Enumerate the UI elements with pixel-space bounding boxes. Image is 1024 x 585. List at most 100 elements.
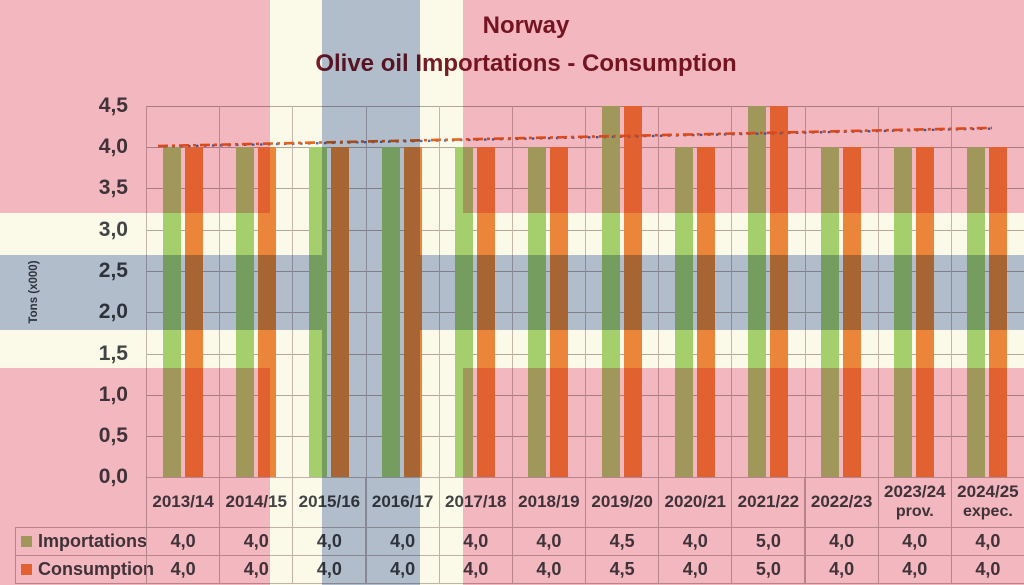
gridline-v-7 [658,105,660,478]
value-cell-consumption-2020/21: 4,0 [658,555,733,584]
year-header-2015/16: 2015/16 [292,477,367,528]
bar-importations-2020/21 [674,147,693,478]
value-cell-consumption-2013/14: 4,0 [146,555,221,584]
year-header-2019/20: 2019/20 [585,477,660,528]
year-header-2014/15: 2014/15 [219,477,294,528]
y-tick-1,5: 1,5 [98,341,128,365]
value-cell-consumption-2014/15: 4,0 [219,555,294,584]
gridline-v-3 [365,105,367,478]
legend-label-consumption: Consumption [38,559,154,580]
bar-importations-2016/17 [382,147,401,478]
value-cell-consumption-2023/24: 4,0 [877,555,952,584]
value-cell-consumption-2018/19: 4,0 [511,555,586,584]
bar-importations-2024/25 [967,147,986,478]
value-cell-importations-2017/18: 4,0 [438,526,513,556]
year-header-2016/17: 2016/17 [365,477,440,528]
bar-importations-2013/14 [162,147,181,478]
gridline-v-11 [950,105,952,478]
year-header-2021/22: 2021/22 [731,477,806,528]
y-tick-0,5: 0,5 [98,424,128,447]
legend-label-importations: Importations [38,531,148,552]
y-tick-0,0: 0,0 [98,465,128,489]
year-header-line2: prov. [895,503,934,521]
gridline-v-9 [804,105,806,478]
y-tick-2,0: 2,0 [98,300,128,324]
y-tick-3,5: 3,5 [98,176,128,200]
value-cell-consumption-2024/25: 4,0 [950,555,1024,584]
bar-importations-2014/15 [235,147,254,478]
value-cell-importations-2016/17: 4,0 [365,526,440,556]
y-tick-4,5: 4,5 [98,93,128,117]
value-cell-consumption-2022/23: 4,0 [804,555,879,584]
legend-consumption: Consumption [15,555,154,584]
gridline-v-6 [585,105,586,478]
value-cell-consumption-2017/18: 4,0 [438,555,513,584]
bar-consumption-2013/14 [184,147,203,478]
value-cell-importations-2015/16: 4,0 [292,526,367,556]
y-tick-1,0: 1,0 [98,382,128,406]
year-header-line1: 2024/25 [957,482,1019,502]
legend-importations: Importations [15,526,148,556]
value-cell-importations-2018/19: 4,0 [511,526,586,556]
bar-importations-2022/23 [821,147,840,478]
gridline-v-10 [877,105,879,478]
bar-consumption-2016/17 [404,147,423,478]
bar-consumption-2022/23 [843,147,862,478]
value-cell-importations-2019/20: 4,5 [585,526,660,556]
y-tick-4,0: 4,0 [98,135,128,159]
year-header-line2: expec. [962,503,1013,521]
year-header-2023/24: 2023/24 prov. [877,477,952,528]
bar-consumption-2020/21 [696,147,715,478]
year-header-2017/18: 2017/18 [438,477,513,528]
gridline-v-0 [146,105,147,478]
value-cell-importations-2023/24: 4,0 [877,526,952,556]
gridline-v-1 [219,105,221,478]
bar-importations-2019/20 [601,105,620,478]
bar-consumption-2018/19 [550,147,569,478]
gridline-v-2 [292,105,294,478]
value-cell-importations-2014/15: 4,0 [219,526,294,556]
bar-consumption-2023/24 [916,147,935,478]
bar-importations-2017/18 [455,147,474,478]
value-cell-importations-2020/21: 4,0 [658,526,733,556]
value-cell-consumption-2015/16: 4,0 [292,555,367,584]
bar-consumption-2024/25 [989,147,1008,478]
bar-importations-2018/19 [528,147,547,478]
year-header-2020/21: 2020/21 [658,477,733,528]
trendline-consumption [157,126,993,148]
value-cell-importations-2024/25: 4,0 [950,526,1024,556]
bar-importations-2021/22 [747,105,766,478]
bar-importations-2023/24 [894,147,913,478]
gridline-v-8 [731,105,733,478]
bar-importations-2015/16 [308,147,327,478]
legend-swatch-importations-icon [21,535,32,547]
year-header-line1: 2023/24 [884,482,946,502]
bar-consumption-2015/16 [330,147,349,478]
year-header-2018/19: 2018/19 [511,477,586,528]
legend-swatch-consumption-icon [21,563,32,575]
year-header-2013/14: 2013/14 [146,477,221,528]
y-tick-2,5: 2,5 [98,258,128,282]
value-cell-importations-2013/14: 4,0 [146,526,221,556]
chart-title-subject: Olive oil Importations - Consumption [315,50,737,77]
value-cell-importations-2022/23: 4,0 [804,526,879,556]
bar-consumption-2017/18 [477,147,496,478]
value-cell-importations-2021/22: 5,0 [731,526,806,556]
value-cell-consumption-2019/20: 4,5 [585,555,660,584]
year-header-2022/23: 2022/23 [804,477,879,528]
y-tick-3,0: 3,0 [98,217,128,241]
bar-consumption-2014/15 [257,147,276,478]
bar-consumption-2021/22 [769,105,788,478]
chart-title-country: Norway [482,12,570,39]
gridline-v-5 [511,105,513,478]
year-header-2024/25: 2024/25 expec. [950,477,1024,528]
value-cell-consumption-2016/17: 4,0 [365,555,440,584]
bar-consumption-2019/20 [623,105,642,478]
gridline-v-4 [438,105,440,478]
